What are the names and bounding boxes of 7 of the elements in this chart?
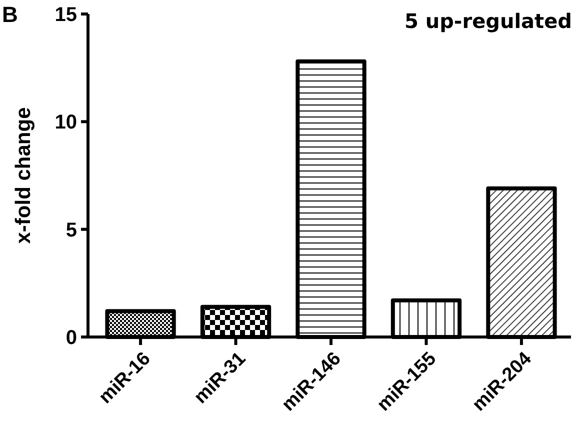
annotation: 5 up-regulated [404, 9, 572, 33]
y-axis-title: x-fold change [12, 107, 35, 244]
y-tick-label: 5 [66, 219, 77, 242]
y-tick-label: 15 [54, 4, 77, 26]
y-tick-label: 0 [66, 327, 77, 349]
y-tick-label: 10 [54, 112, 77, 134]
text: B [2, 2, 18, 27]
